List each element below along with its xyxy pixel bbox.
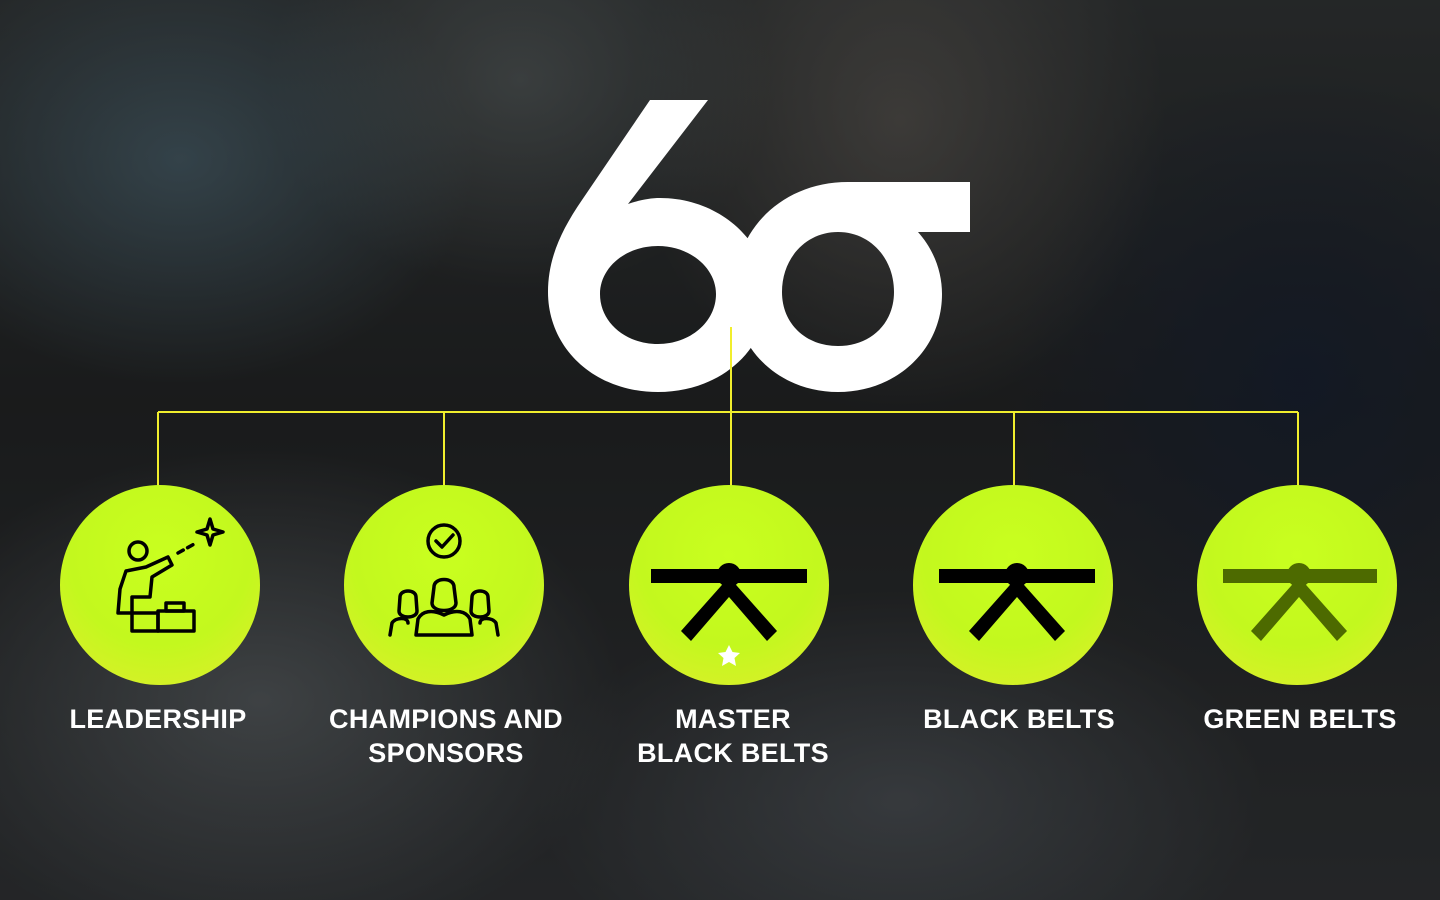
black-belt-star-icon — [629, 485, 829, 685]
black-belt-icon — [913, 485, 1113, 685]
champions-sponsors-node — [344, 485, 544, 685]
star-icon — [718, 645, 740, 666]
black-belts-node — [913, 485, 1113, 685]
master-black-belts-node — [629, 485, 829, 685]
label-line-1: CHAMPIONS AND — [296, 702, 596, 736]
champions-sponsors-label: CHAMPIONS AND SPONSORS — [296, 702, 596, 770]
label-line-2: BLACK BELTS — [583, 736, 883, 770]
label-line-1: LEADERSHIP — [8, 702, 308, 736]
label-line-1: GREEN BELTS — [1150, 702, 1440, 736]
team-check-icon — [344, 485, 544, 685]
label-line-2: SPONSORS — [296, 736, 596, 770]
green-belt-icon — [1197, 485, 1397, 685]
green-belts-label: GREEN BELTS — [1150, 702, 1440, 736]
label-line-1: MASTER — [583, 702, 883, 736]
master-black-belts-label: MASTER BLACK BELTS — [583, 702, 883, 770]
leader-pointing-star-icon — [60, 485, 260, 685]
leadership-node — [60, 485, 260, 685]
leadership-label: LEADERSHIP — [8, 702, 308, 736]
black-belts-label: BLACK BELTS — [869, 702, 1169, 736]
label-line-1: BLACK BELTS — [869, 702, 1169, 736]
green-belts-node — [1197, 485, 1397, 685]
